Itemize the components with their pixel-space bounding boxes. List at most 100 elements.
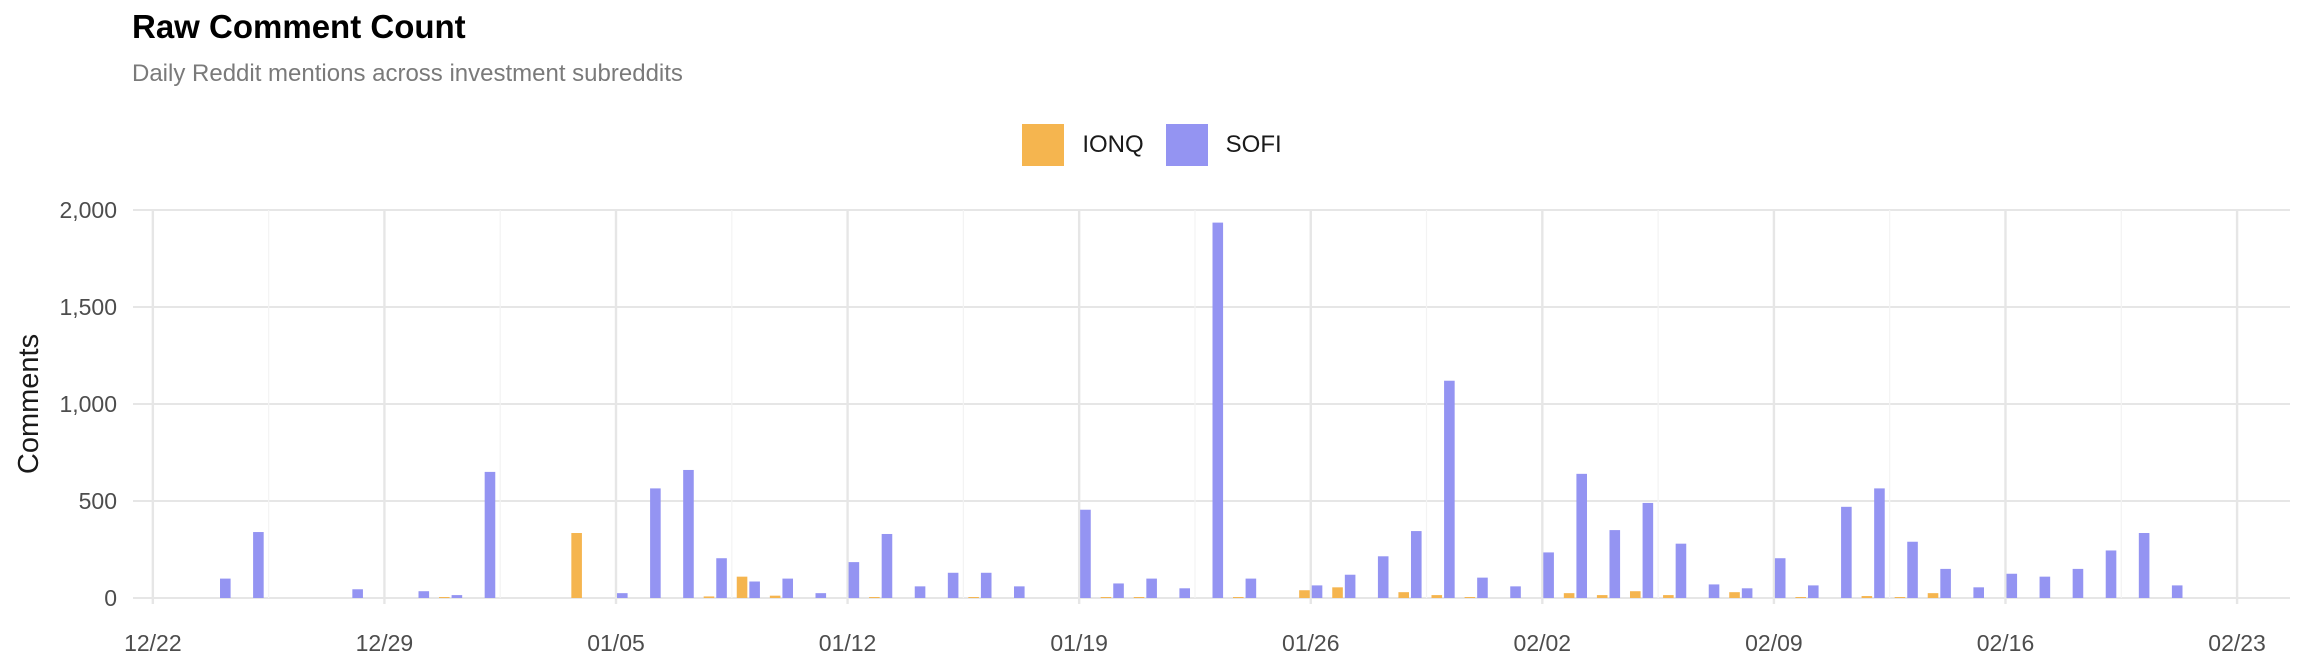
- bar-ionq: [769, 595, 781, 598]
- bar-ionq: [736, 576, 748, 598]
- bar-ionq: [1232, 597, 1244, 598]
- bar-sofi: [914, 586, 926, 598]
- bar-sofi: [1080, 509, 1091, 598]
- bar-ionq: [1299, 590, 1310, 598]
- bar-sofi: [749, 581, 760, 598]
- bar-sofi: [451, 595, 463, 598]
- bar-ionq: [1729, 592, 1740, 598]
- x-tick-label: 01/26: [1282, 630, 1340, 656]
- bar-sofi: [1708, 584, 1720, 598]
- y-tick-label: 2,000: [59, 197, 117, 223]
- y-tick-label: 0: [104, 585, 117, 611]
- bar-sofi: [1477, 577, 1488, 598]
- bar-sofi: [881, 533, 893, 598]
- x-tick-label: 01/19: [1050, 630, 1108, 656]
- bar-sofi: [2105, 550, 2117, 598]
- bar-sofi: [418, 591, 430, 598]
- bar-sofi: [1311, 585, 1323, 598]
- bar-sofi: [1212, 222, 1224, 599]
- bar-sofi: [2006, 573, 2018, 598]
- bar-ionq: [1100, 597, 1112, 598]
- bar-sofi: [352, 589, 363, 598]
- bar-ionq: [1927, 593, 1939, 598]
- bar-ionq: [1133, 597, 1145, 598]
- bar-sofi: [2072, 568, 2084, 598]
- chart-subtitle: Daily Reddit mentions across investment …: [132, 60, 683, 87]
- chart-title: Raw Comment Count: [132, 8, 466, 45]
- x-tick-label: 02/02: [1514, 630, 1572, 656]
- y-tick-label: 500: [79, 488, 117, 514]
- bar-ionq: [869, 597, 880, 598]
- bar-sofi: [1510, 586, 1521, 598]
- legend-swatch-ionq: [1022, 124, 1065, 166]
- bar-sofi: [1973, 587, 1984, 598]
- bar-ionq: [1596, 595, 1608, 598]
- bar-sofi: [1245, 578, 1257, 598]
- bar-sofi: [1543, 552, 1554, 598]
- bar-sofi: [253, 532, 264, 598]
- legend-item-ionq[interactable]: IONQ: [1022, 124, 1144, 166]
- bar-sofi: [1344, 574, 1356, 598]
- bar-ionq: [1464, 597, 1476, 598]
- bar-ionq: [1663, 595, 1674, 598]
- bar-sofi: [1410, 531, 1422, 598]
- bar-ionq: [1861, 596, 1873, 598]
- bar-ionq: [1629, 591, 1641, 598]
- bar-sofi: [2138, 533, 2150, 598]
- bar-ionq: [703, 596, 715, 598]
- x-tick-label: 12/29: [356, 630, 414, 656]
- bar-sofi: [815, 593, 827, 598]
- bar-sofi: [1874, 488, 1885, 598]
- bar-sofi: [1609, 530, 1621, 598]
- bar-sofi: [1940, 568, 1951, 598]
- bar-ionq: [1431, 595, 1443, 598]
- bar-ionq: [1332, 587, 1343, 598]
- bar-sofi: [1642, 502, 1654, 598]
- bar-ionq: [571, 533, 582, 598]
- bar-ionq: [1894, 597, 1906, 598]
- legend-label-sofi: SOFI: [1225, 131, 1282, 158]
- bar-sofi: [1113, 583, 1124, 598]
- bar-sofi: [1146, 578, 1157, 598]
- x-tick-label: 02/23: [2208, 630, 2266, 656]
- legend-label-ionq: IONQ: [1082, 131, 1144, 158]
- y-tick-label: 1,500: [59, 294, 117, 320]
- bar-sofi: [683, 469, 694, 598]
- bar-sofi: [484, 471, 496, 598]
- x-tick-label: 02/09: [1745, 630, 1803, 656]
- x-tick-label: 02/16: [1977, 630, 2035, 656]
- y-tick-label: 1,000: [59, 391, 117, 417]
- bar-sofi: [1377, 556, 1389, 598]
- bar-sofi: [980, 572, 992, 598]
- bar-sofi: [2171, 585, 2183, 598]
- legend-swatch-sofi: [1165, 124, 1208, 166]
- bar-ionq: [968, 597, 979, 598]
- bar-sofi: [1741, 588, 1753, 598]
- bar-sofi: [1576, 473, 1587, 598]
- x-tick-label: 01/12: [819, 630, 877, 656]
- bar-sofi: [1807, 585, 1819, 598]
- bar-sofi: [1014, 586, 1025, 598]
- bar-sofi: [220, 578, 231, 598]
- bar-sofi: [947, 572, 959, 598]
- bar-ionq: [1563, 593, 1575, 598]
- legend-item-sofi[interactable]: SOFI: [1165, 124, 1282, 166]
- x-tick-label: 01/05: [587, 630, 645, 656]
- bar-sofi: [782, 578, 794, 598]
- bar-sofi: [1774, 558, 1786, 598]
- bar-sofi: [2039, 576, 2051, 598]
- bar-sofi: [617, 593, 628, 598]
- bar-sofi: [848, 562, 860, 598]
- x-tick-label: 12/22: [124, 630, 182, 656]
- bar-sofi: [1907, 541, 1918, 598]
- bar-sofi: [1444, 380, 1455, 598]
- bar-ionq: [1795, 597, 1806, 598]
- chart-legend: IONQ SOFI: [0, 124, 2304, 166]
- bar-sofi: [1179, 588, 1191, 598]
- bar-ionq: [1398, 592, 1409, 598]
- bar-ionq: [439, 597, 450, 598]
- bar-sofi: [716, 558, 727, 598]
- bar-sofi: [650, 488, 661, 598]
- bar-sofi: [1841, 506, 1852, 598]
